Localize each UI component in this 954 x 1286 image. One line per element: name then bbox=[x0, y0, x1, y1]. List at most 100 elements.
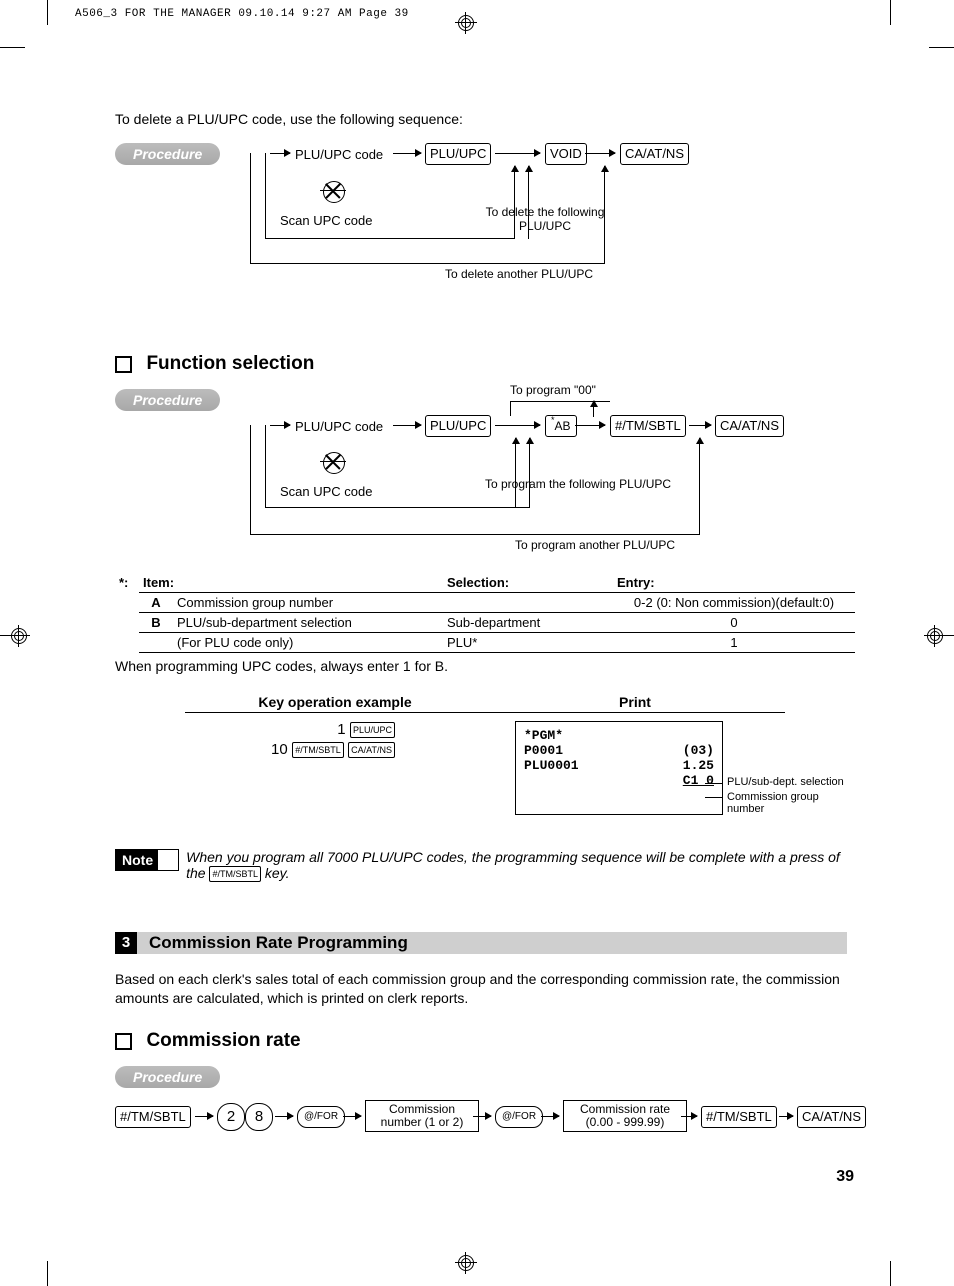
diagram-note: To delete another PLU/UPC bbox=[445, 267, 593, 281]
section-marker bbox=[115, 356, 132, 373]
table-footnote: When programming UPC codes, always enter… bbox=[115, 657, 855, 676]
crop-mark bbox=[890, 1261, 891, 1286]
key-for: @/FOR bbox=[297, 1106, 345, 1128]
callout-label: Commission group number bbox=[727, 791, 855, 815]
registration-target bbox=[924, 625, 946, 647]
flow-arrow bbox=[575, 425, 605, 426]
key-tm-sbtl: #/TM/SBTL bbox=[610, 415, 686, 437]
flow-line bbox=[250, 263, 605, 264]
section-number: 3 bbox=[115, 932, 137, 954]
flow-line bbox=[250, 153, 251, 264]
intro-text: To delete a PLU/UPC code, use the follow… bbox=[115, 110, 855, 129]
flow-line bbox=[604, 166, 605, 264]
table-row: B PLU/sub-department selection Sub-depar… bbox=[115, 612, 855, 632]
table-header: Selection: bbox=[443, 573, 613, 593]
key-ca-at-ns: CA/AT/NS bbox=[620, 143, 689, 165]
key-ca-at-ns: CA/AT/NS bbox=[715, 415, 784, 437]
flow-line bbox=[515, 438, 516, 508]
key-tm-sbtl: #/TM/SBTL bbox=[292, 742, 344, 758]
procedure-pill: Procedure bbox=[115, 143, 220, 165]
key-plu-upc: PLU/UPC bbox=[425, 143, 491, 165]
flow-arrow bbox=[393, 425, 421, 426]
digit-key: 8 bbox=[245, 1103, 273, 1131]
key-tm-sbtl: #/TM/SBTL bbox=[701, 1106, 777, 1128]
flow-line bbox=[250, 425, 251, 535]
flow-arrow bbox=[779, 1116, 793, 1117]
flow-arrow bbox=[495, 153, 540, 154]
flow-line bbox=[265, 425, 266, 508]
callout-label: PLU/sub-dept. selection bbox=[727, 776, 844, 788]
flow-arrow bbox=[541, 1116, 559, 1117]
flow-arrow bbox=[495, 425, 540, 426]
key-ab: *AB bbox=[545, 415, 577, 437]
selection-table: *: Item: Selection: Entry: A Commission … bbox=[115, 573, 855, 653]
example-headers: Key operation example Print bbox=[185, 694, 785, 713]
crop-mark bbox=[47, 1261, 48, 1286]
key-op-line: 10 #/TM/SBTL CA/AT/NS bbox=[265, 741, 395, 759]
diagram-label: PLU/UPC code bbox=[295, 147, 383, 162]
scan-icon bbox=[320, 449, 346, 475]
scan-icon bbox=[320, 178, 346, 204]
key-void: VOID bbox=[545, 143, 587, 165]
example-header-key: Key operation example bbox=[185, 694, 485, 713]
diagram-label: Scan UPC code bbox=[280, 213, 373, 228]
key-tm-sbtl: #/TM/SBTL bbox=[115, 1106, 191, 1128]
key-tm-sbtl: #/TM/SBTL bbox=[209, 866, 261, 882]
section-body: Based on each clerk's sales total of eac… bbox=[115, 970, 855, 1008]
flow-line bbox=[265, 153, 266, 239]
diagram-label: Scan UPC code bbox=[280, 484, 373, 499]
procedure-pill: Procedure bbox=[115, 1066, 220, 1088]
flow-arrow bbox=[585, 153, 615, 154]
flow-line bbox=[699, 438, 700, 535]
section-title: Function selection bbox=[146, 353, 314, 374]
flow-line bbox=[250, 534, 700, 535]
table-header: Item: bbox=[139, 573, 443, 593]
flow-line bbox=[265, 238, 515, 239]
registration-target bbox=[455, 12, 477, 34]
page-header: A506_3 FOR THE MANAGER 09.10.14 9:27 AM … bbox=[75, 8, 409, 20]
note-text: When you program all 7000 PLU/UPC codes,… bbox=[186, 849, 855, 882]
registration-target bbox=[8, 625, 30, 647]
flow-line bbox=[265, 507, 530, 508]
crop-mark bbox=[0, 47, 25, 48]
flow-arrow bbox=[681, 1116, 697, 1117]
key-ca-at-ns: CA/AT/NS bbox=[348, 742, 395, 758]
flow-arrow bbox=[270, 425, 290, 426]
flow-arrow bbox=[473, 1116, 491, 1117]
diagram-note: To program "00" bbox=[510, 383, 596, 397]
key-plu-upc: PLU/UPC bbox=[425, 415, 491, 437]
key-plu-upc: PLU/UPC bbox=[350, 722, 395, 738]
crop-mark bbox=[890, 0, 891, 25]
diagram-note: To program the following PLU/UPC bbox=[485, 477, 671, 491]
flow-arrow bbox=[393, 153, 421, 154]
crop-mark bbox=[929, 47, 954, 48]
section-title: Commission rate bbox=[146, 1030, 300, 1051]
flow-line bbox=[529, 438, 530, 508]
table-header: Entry: bbox=[613, 573, 855, 593]
key-ca-at-ns: CA/AT/NS bbox=[797, 1106, 866, 1128]
flow-arrow bbox=[270, 153, 290, 154]
crop-mark bbox=[47, 0, 48, 25]
diagram-label: PLU/UPC code bbox=[295, 419, 383, 434]
diagram-note: To program another PLU/UPC bbox=[515, 538, 675, 552]
flow-arrow bbox=[689, 425, 711, 426]
page-number: 39 bbox=[836, 1168, 854, 1186]
input-box: Commissionnumber (1 or 2) bbox=[365, 1100, 479, 1132]
table-row: (For PLU code only) PLU* 1 bbox=[115, 632, 855, 652]
section-title-bar: Commission Rate Programming bbox=[137, 932, 847, 954]
flow-arrow bbox=[275, 1116, 293, 1117]
callout-line bbox=[705, 797, 723, 798]
diagram-note: To delete the following PLU/UPC bbox=[465, 205, 625, 233]
flow-arrow bbox=[195, 1116, 213, 1117]
flow-arrow bbox=[343, 1116, 361, 1117]
flow-line bbox=[510, 401, 511, 416]
key-op-line: 1 PLU/UPC bbox=[305, 721, 395, 739]
key-for: @/FOR bbox=[495, 1106, 543, 1128]
input-box: Commission rate(0.00 - 999.99) bbox=[563, 1100, 687, 1132]
example-header-print: Print bbox=[485, 694, 785, 713]
procedure-pill: Procedure bbox=[115, 389, 220, 411]
registration-target bbox=[455, 1252, 477, 1274]
digit-key: 2 bbox=[217, 1103, 245, 1131]
table-row: A Commission group number 0-2 (0: Non co… bbox=[115, 592, 855, 612]
section-marker bbox=[115, 1033, 132, 1050]
